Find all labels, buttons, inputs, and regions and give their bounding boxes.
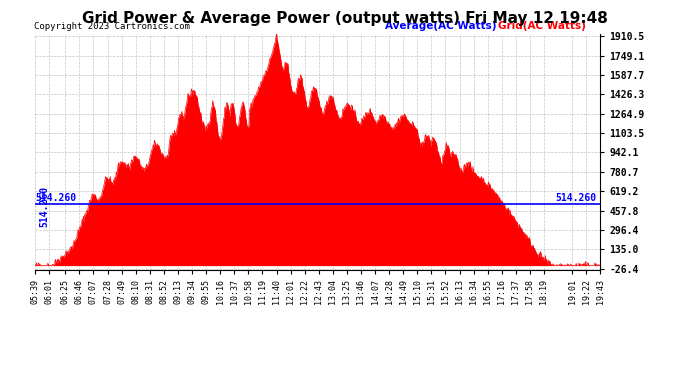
Text: 514.260: 514.260 [36,193,77,202]
Text: Copyright 2023 Cartronics.com: Copyright 2023 Cartronics.com [34,22,190,32]
Text: Grid Power & Average Power (output watts) Fri May 12 19:48: Grid Power & Average Power (output watts… [82,11,608,26]
Text: 514.260: 514.260 [556,193,597,202]
Text: Average(AC Watts): Average(AC Watts) [385,21,497,32]
Text: Grid(AC Watts): Grid(AC Watts) [498,21,586,32]
Text: 514.260: 514.260 [40,186,50,227]
